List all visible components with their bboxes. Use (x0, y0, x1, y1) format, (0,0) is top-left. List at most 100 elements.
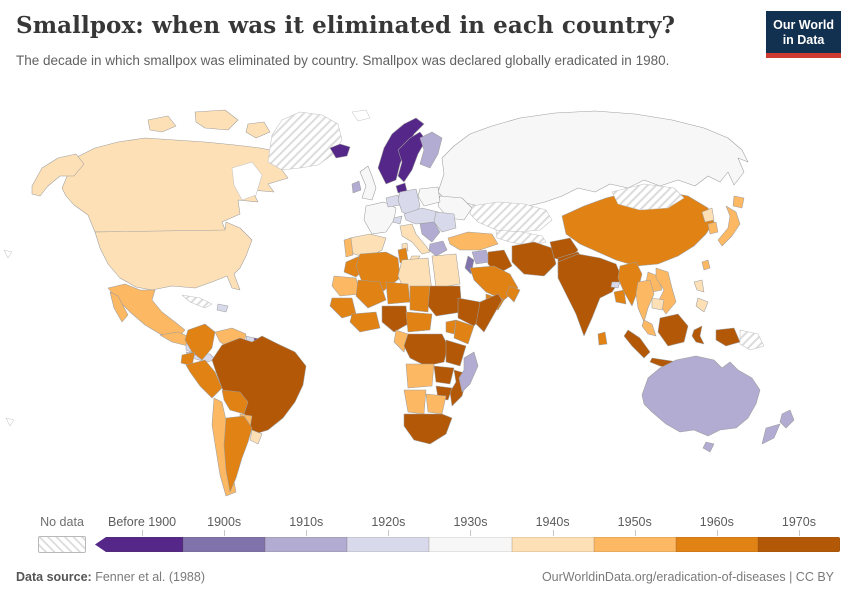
country-bhutan[interactable] (610, 281, 621, 289)
country-kenya[interactable] (453, 319, 475, 345)
legend-bin-1950s[interactable]: 1950s (593, 515, 676, 552)
country-portugal[interactable] (343, 237, 354, 258)
country-brazil[interactable] (211, 335, 307, 435)
country-oman[interactable] (505, 285, 521, 303)
footer-link[interactable]: OurWorldinData.org/eradication-of-diseas… (541, 570, 786, 584)
country-argentina[interactable] (223, 415, 253, 493)
country-india[interactable] (557, 253, 623, 337)
country-canada-island[interactable] (194, 109, 239, 131)
country-mexico-baja[interactable] (109, 291, 129, 323)
legend-no-data[interactable]: No data (38, 515, 86, 553)
country-indonesia-borneo[interactable] (657, 313, 689, 347)
country-chad[interactable] (409, 285, 431, 313)
country-new-zealand-south[interactable] (761, 423, 781, 445)
country-zambia[interactable] (433, 365, 455, 385)
legend-bin-1900s[interactable]: 1900s (183, 515, 266, 552)
map-legend: Before 1900 1900s 1910s 1920s 1930s 1940s 1950… (95, 515, 840, 552)
country-iran[interactable] (511, 241, 557, 277)
country-bangladesh[interactable] (613, 289, 627, 305)
country-kazakhstan[interactable] (469, 201, 553, 233)
country-australia[interactable] (641, 355, 761, 437)
country-cuba[interactable] (181, 294, 213, 309)
country-finland[interactable] (419, 131, 443, 169)
country-japan-hokkaido[interactable] (732, 195, 745, 209)
country-namibia[interactable] (403, 389, 427, 415)
legend-bin-tick (716, 530, 718, 536)
country-mali[interactable] (355, 279, 387, 309)
country-philippines-south[interactable] (695, 297, 709, 313)
country-angola[interactable] (405, 363, 435, 389)
country-indonesia-sulawesi[interactable] (691, 325, 705, 345)
country-tanzania[interactable] (445, 339, 467, 367)
country-south-korea[interactable] (707, 221, 719, 235)
country-mongolia[interactable] (611, 183, 685, 211)
country-indonesia-sumatra[interactable] (623, 329, 651, 359)
country-malaysia[interactable] (641, 319, 657, 337)
country-poland[interactable] (417, 186, 441, 207)
country-indonesia-west-papua[interactable] (715, 327, 741, 347)
country-uruguay[interactable] (249, 429, 263, 445)
owid-logo-line2: in Data (782, 33, 825, 47)
country-niger[interactable] (385, 281, 411, 305)
legend-bin-1940s[interactable]: 1940s (511, 515, 594, 552)
country-botswana[interactable] (425, 393, 447, 415)
legend-bin-1960s[interactable]: 1960s (675, 515, 758, 552)
country-canada-island[interactable] (147, 115, 177, 133)
legend-bin-swatch (183, 537, 266, 552)
country-sweden[interactable] (397, 131, 427, 183)
country-russia[interactable] (437, 110, 749, 209)
country-benelux[interactable] (385, 194, 401, 208)
country-new-zealand-north[interactable] (779, 409, 795, 429)
country-madagascar[interactable] (458, 351, 479, 393)
country-balkans[interactable] (419, 221, 441, 243)
country-nigeria[interactable] (381, 305, 409, 333)
country-mexico[interactable] (107, 283, 186, 339)
country-egypt[interactable] (431, 253, 461, 289)
country-cambodia[interactable] (651, 297, 665, 311)
owid-logo[interactable]: Our World in Data (766, 11, 841, 58)
country-peru[interactable] (185, 359, 223, 399)
country-somalia[interactable] (475, 293, 503, 333)
country-australia-tasmania[interactable] (702, 441, 715, 453)
country-switzerland[interactable] (392, 215, 403, 225)
legend-bin-1930s[interactable]: 1930s (429, 515, 512, 552)
country-ivory-coast-ghana[interactable] (349, 311, 381, 333)
country-north-korea[interactable] (701, 207, 715, 223)
legend-bin-swatch (429, 537, 512, 552)
country-italy[interactable] (399, 223, 431, 255)
country-iceland[interactable] (329, 143, 351, 159)
country-greece[interactable] (428, 240, 448, 257)
country-turkey[interactable] (447, 231, 499, 251)
country-romania-bulgaria[interactable] (433, 211, 457, 233)
country-philippines[interactable] (693, 279, 705, 293)
country-taiwan[interactable] (701, 259, 711, 271)
country-japan[interactable] (717, 205, 741, 247)
country-sudan[interactable] (427, 285, 463, 317)
country-uganda[interactable] (445, 319, 457, 335)
country-uk[interactable] (359, 165, 377, 201)
country-canada-island[interactable] (245, 121, 271, 139)
country-syria[interactable] (471, 249, 491, 265)
country-colombia[interactable] (184, 323, 216, 361)
country-mauritania[interactable] (331, 275, 361, 297)
country-dr-congo[interactable] (403, 333, 449, 367)
country-senegal-guinea[interactable] (329, 297, 357, 319)
legend-bin-1970s[interactable]: 1970s (757, 515, 840, 552)
country-ireland[interactable] (351, 180, 362, 194)
country-sri-lanka[interactable] (597, 331, 608, 346)
footer-separator: | (785, 570, 796, 584)
country-papua-new-guinea[interactable] (739, 329, 765, 351)
legend-bin-before_1900[interactable]: Before 1900 (95, 515, 184, 552)
country-south-africa[interactable] (403, 413, 453, 445)
country-greenland[interactable] (267, 111, 343, 171)
country-hispaniola[interactable] (216, 303, 229, 313)
country-france[interactable] (363, 201, 397, 235)
country-alaska[interactable] (31, 153, 85, 197)
country-bolivia[interactable] (221, 389, 249, 415)
legend-bin-1920s[interactable]: 1920s (347, 515, 430, 552)
country-cameroon-car[interactable] (405, 311, 433, 333)
country-thailand[interactable] (635, 279, 655, 323)
country-usa[interactable] (94, 221, 253, 291)
legend-bin-1910s[interactable]: 1910s (265, 515, 348, 552)
